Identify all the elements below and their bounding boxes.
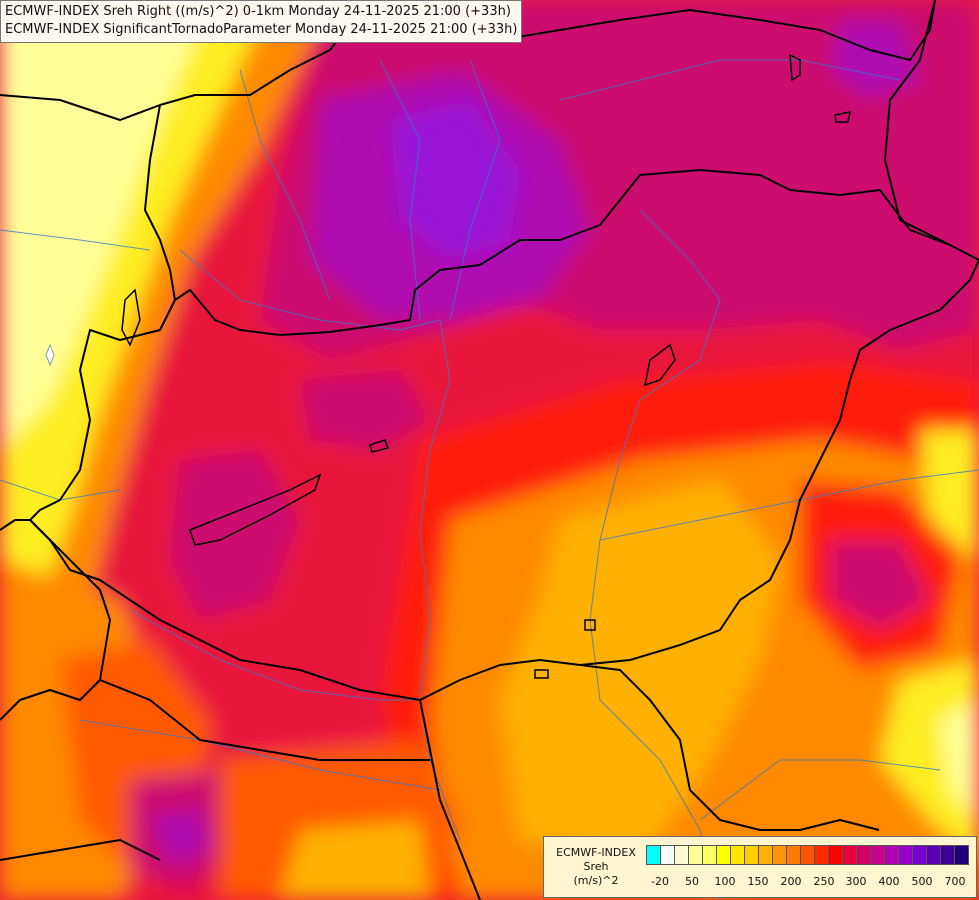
legend-title-line2: Sreh bbox=[583, 860, 609, 873]
station-marker bbox=[45, 343, 55, 367]
border-rs-ro bbox=[579, 664, 880, 831]
lake-ne-1 bbox=[789, 53, 801, 82]
legend-swatch bbox=[828, 845, 843, 865]
legend-ticks: -20 50 100 150 200 250 300 400 500 700 bbox=[646, 875, 976, 891]
border-hr-ba bbox=[99, 679, 430, 761]
legend-tick-label: 150 bbox=[747, 875, 769, 888]
river-misc-1 bbox=[0, 229, 151, 251]
lake-small-se bbox=[534, 669, 549, 679]
river-tisza bbox=[589, 209, 721, 701]
river-morava-n bbox=[239, 69, 331, 301]
border-hu-rs bbox=[419, 659, 581, 701]
legend-swatch bbox=[814, 845, 829, 865]
legend-tick-label: 200 bbox=[780, 875, 802, 888]
legend-tick-label: 250 bbox=[813, 875, 835, 888]
legend-title-line3: (m/s)^2 bbox=[573, 874, 619, 887]
river-sava bbox=[79, 719, 441, 791]
border-rs-ba bbox=[419, 699, 481, 900]
legend-swatch bbox=[688, 845, 703, 865]
border-at-sk bbox=[174, 169, 979, 336]
map-title-line1: ECMWF-INDEX Sreh Right ((m/s)^2) 0-1km M… bbox=[5, 4, 511, 19]
river-misc-3 bbox=[699, 759, 941, 821]
legend-swatch bbox=[674, 845, 689, 865]
legend-swatch bbox=[856, 845, 871, 865]
legend-swatch bbox=[912, 845, 927, 865]
legend-tick-label: 100 bbox=[714, 875, 736, 888]
field-orange-light-se bbox=[500, 480, 780, 860]
legend-swatch bbox=[870, 845, 885, 865]
border-ukraine bbox=[884, 0, 951, 246]
border-hr-ba-2 bbox=[0, 839, 161, 861]
legend-swatch bbox=[702, 845, 717, 865]
legend-swatch bbox=[926, 845, 941, 865]
legend-swatch bbox=[954, 845, 969, 865]
legend-swatch bbox=[660, 845, 675, 865]
legend-swatches bbox=[646, 845, 969, 865]
legend-tick-label: 400 bbox=[878, 875, 900, 888]
river-misc-2 bbox=[559, 59, 901, 101]
legend-swatch bbox=[772, 845, 787, 865]
river-hron bbox=[449, 59, 501, 321]
map-title-box: ECMWF-INDEX Sreh Right ((m/s)^2) 0-1km M… bbox=[0, 0, 523, 43]
border-hu-hr bbox=[29, 519, 421, 701]
legend-swatch bbox=[744, 845, 759, 865]
field-purple-sw bbox=[150, 810, 210, 865]
legend-swatch bbox=[758, 845, 773, 865]
lake-velence bbox=[369, 439, 389, 453]
lakes bbox=[121, 53, 851, 679]
legend-title-line1: ECMWF-INDEX bbox=[556, 846, 636, 859]
field-yellow-pale-se bbox=[940, 700, 979, 820]
legend-swatch bbox=[646, 845, 661, 865]
field-yellow-se bbox=[880, 660, 979, 860]
field-magenta-east-blob bbox=[830, 540, 930, 630]
legend-swatch bbox=[730, 845, 745, 865]
border-hu-ro bbox=[579, 259, 979, 666]
lake-ne-2 bbox=[834, 111, 851, 123]
legend-tick-label: 50 bbox=[685, 875, 699, 888]
lake-balaton bbox=[189, 473, 322, 546]
legend-tick-label: 300 bbox=[845, 875, 867, 888]
field-yellow-pale-west bbox=[0, 0, 210, 450]
field-orange-light-south bbox=[280, 820, 430, 900]
legend-swatch bbox=[884, 845, 899, 865]
river-drava bbox=[129, 609, 420, 701]
color-legend: ECMWF-INDEX Sreh (m/s)^2 -20 50 100 150 200 2… bbox=[543, 836, 977, 898]
legend-title: ECMWF-INDEX Sreh (m/s)^2 bbox=[550, 846, 642, 888]
map-title-line2: ECMWF-INDEX SignificantTornadoParameter … bbox=[5, 22, 518, 37]
legend-tick-label: 500 bbox=[911, 875, 933, 888]
field-magenta-center-2 bbox=[300, 370, 430, 450]
field-yellow-east bbox=[920, 430, 979, 560]
lake-small-c bbox=[584, 619, 596, 631]
field-violet-north bbox=[390, 100, 520, 260]
river-vah bbox=[379, 59, 421, 321]
legend-swatch bbox=[800, 845, 815, 865]
legend-swatch bbox=[786, 845, 801, 865]
legend-tick-label: -20 bbox=[651, 875, 669, 888]
legend-swatch bbox=[842, 845, 857, 865]
legend-swatch bbox=[716, 845, 731, 865]
lake-tisza bbox=[644, 343, 676, 387]
field-magenta-central bbox=[170, 450, 300, 620]
legend-swatch bbox=[940, 845, 955, 865]
border-de-cz bbox=[144, 104, 176, 301]
legend-tick-label: 700 bbox=[944, 875, 966, 888]
legend-swatch bbox=[898, 845, 913, 865]
lake-neusiedl bbox=[121, 288, 141, 347]
